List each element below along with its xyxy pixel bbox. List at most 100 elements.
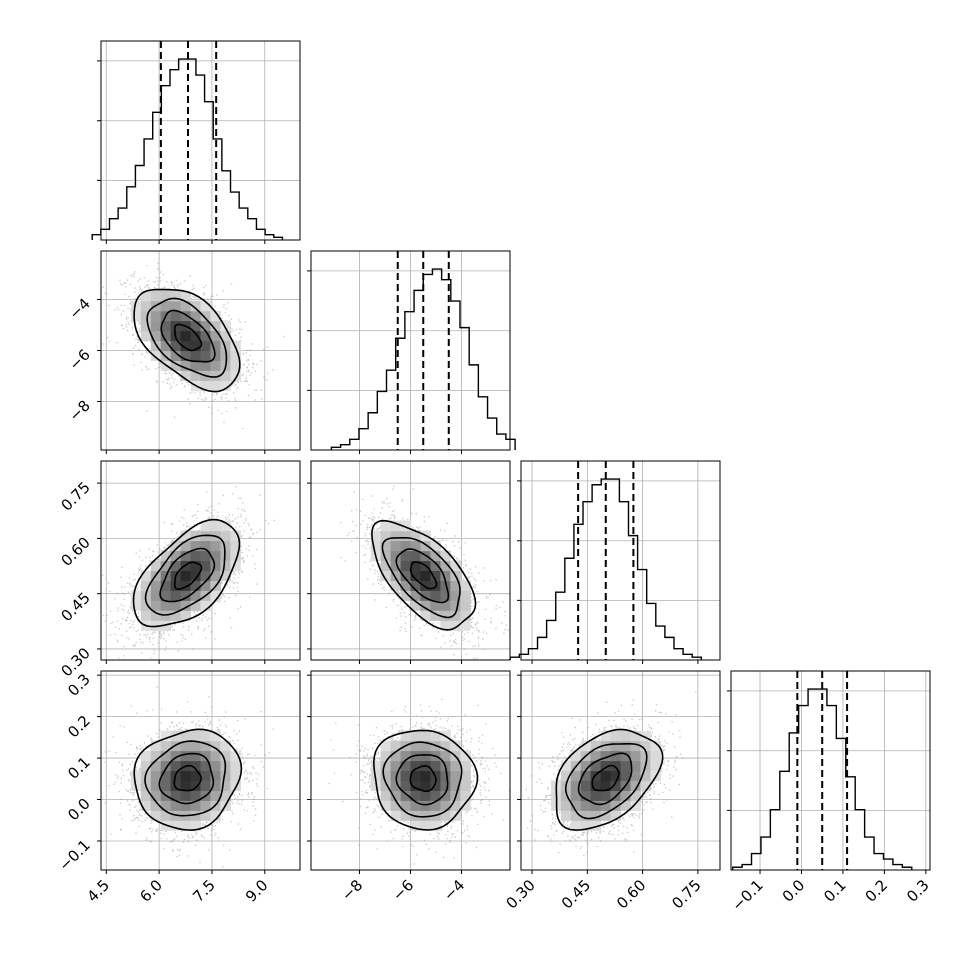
density-cell	[650, 760, 661, 771]
density-cell	[400, 520, 412, 532]
density-content	[311, 671, 510, 870]
density-cell	[140, 610, 152, 621]
density-cell	[160, 770, 172, 781]
density-cell	[410, 530, 421, 542]
density-content	[101, 671, 300, 870]
density-cell	[220, 750, 231, 762]
histogram-panel-0	[91, 40, 301, 244]
density-cell	[380, 800, 392, 811]
density-cell	[210, 310, 221, 322]
density-cell	[430, 600, 441, 611]
density-cell	[400, 810, 412, 821]
histogram-bars	[330, 268, 516, 450]
density-cell	[570, 810, 582, 821]
density-cell	[190, 790, 202, 801]
density-cell	[210, 380, 221, 391]
density-cell	[450, 580, 461, 591]
density-cell	[380, 770, 392, 781]
density-cell	[150, 750, 162, 762]
density-cell	[600, 810, 612, 821]
density-cell	[170, 610, 182, 621]
density-cell	[180, 290, 192, 302]
density-cell	[560, 770, 572, 781]
density-panel-3-1	[307, 670, 511, 874]
x-tick-label: 0.75	[668, 876, 704, 912]
density-cell	[390, 520, 402, 532]
density-cell	[640, 740, 651, 752]
x-tick-label: 0.1	[820, 876, 850, 906]
density-cell	[610, 760, 621, 771]
density-cell	[390, 790, 402, 801]
density-cell	[640, 770, 651, 781]
histogram-panel-3	[727, 670, 931, 874]
density-cell	[150, 760, 162, 771]
density-cell	[180, 540, 192, 552]
density-cell	[630, 760, 641, 771]
panel-frame	[100, 670, 301, 871]
density-cell	[210, 560, 221, 571]
density-cell	[210, 340, 221, 352]
density-cell	[210, 740, 221, 752]
density-cell	[460, 590, 471, 601]
density-cell	[610, 780, 621, 791]
density-cell	[460, 600, 471, 611]
density-cell	[620, 730, 631, 742]
density-cell	[420, 780, 431, 791]
density-cell	[620, 800, 631, 811]
y-tick-label: −0.1	[55, 836, 93, 874]
density-cell	[600, 730, 612, 742]
density-panel-2-1	[307, 460, 511, 664]
density-cell	[160, 600, 172, 611]
density-cell	[380, 740, 392, 752]
density-cell	[150, 590, 162, 601]
density-cell	[430, 540, 441, 552]
density-cell	[390, 760, 402, 771]
contour-level-1	[158, 752, 215, 805]
contour-level-1	[395, 754, 449, 806]
density-content	[521, 671, 720, 870]
density-cell	[410, 730, 421, 742]
contour-level-2	[146, 297, 228, 378]
density-cell	[160, 590, 172, 601]
density-cell	[190, 360, 202, 371]
density-cell	[190, 820, 202, 831]
density-cell	[440, 610, 451, 621]
density-cell	[200, 350, 211, 361]
density-cell	[390, 750, 402, 762]
density-cell	[150, 290, 162, 302]
density-cell	[400, 760, 412, 771]
density-cell	[200, 780, 211, 791]
density-content	[101, 251, 300, 450]
x-tick-label: 6.0	[136, 876, 166, 906]
y-tick-label: 0.60	[57, 533, 93, 569]
contour-level-3	[133, 288, 241, 393]
density-cell	[560, 760, 572, 771]
density-cell	[370, 540, 382, 552]
density-cell	[220, 530, 231, 542]
y-tick-label: −8	[65, 397, 93, 425]
density-cell	[220, 540, 231, 552]
density-cell	[410, 770, 421, 781]
density-cell	[580, 760, 592, 771]
density-cell	[400, 550, 412, 561]
density-cell	[220, 370, 231, 381]
density-cell	[590, 810, 602, 821]
density-cell	[190, 740, 202, 752]
x-tick-label: 4.5	[84, 876, 114, 906]
density-cell	[180, 740, 192, 752]
density-cell	[610, 770, 621, 781]
scatter-samples	[328, 698, 510, 865]
density-cell	[210, 320, 221, 332]
density-cell	[220, 770, 231, 781]
density-cell	[200, 740, 211, 752]
density-cell	[390, 810, 402, 821]
density-cell	[190, 310, 202, 322]
density-cell	[560, 790, 572, 801]
density-cell	[600, 750, 612, 762]
density-cell	[210, 590, 221, 601]
density-cell	[460, 620, 471, 631]
density-cell	[390, 530, 402, 542]
density-cell	[200, 760, 211, 771]
panel-frame	[100, 460, 301, 661]
density-cell	[420, 590, 431, 601]
